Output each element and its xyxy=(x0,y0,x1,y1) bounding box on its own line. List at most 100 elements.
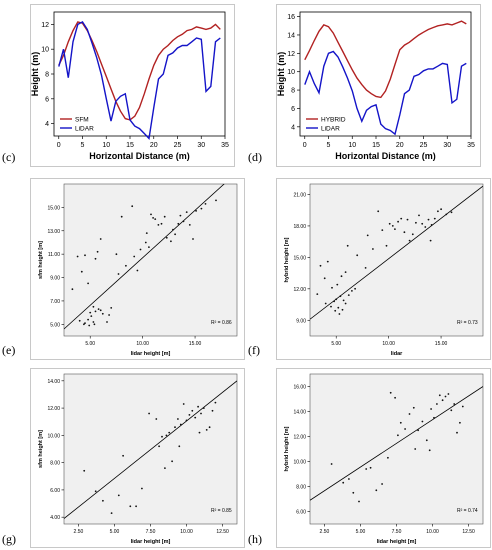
data-point xyxy=(93,323,96,326)
y-tick-label: 15.00 xyxy=(293,255,306,261)
x-tick-label: 12.50 xyxy=(462,529,475,535)
data-point xyxy=(191,409,194,412)
y-tick-label: 8 xyxy=(291,88,295,95)
data-point xyxy=(161,435,163,438)
data-point xyxy=(421,222,424,225)
data-point xyxy=(211,409,214,412)
y-tick-label: 13.00 xyxy=(47,229,60,235)
series-line-lidar xyxy=(58,20,221,141)
data-point xyxy=(397,220,399,223)
data-point xyxy=(340,275,343,278)
data-point xyxy=(421,420,424,423)
fit-line xyxy=(64,380,237,519)
data-point xyxy=(205,429,208,431)
data-point xyxy=(459,421,461,424)
data-point xyxy=(99,238,102,240)
data-point xyxy=(412,406,415,409)
data-point xyxy=(453,403,456,405)
data-point xyxy=(372,248,374,250)
data-point xyxy=(408,413,411,415)
y-axis-label: Height (m) xyxy=(30,52,40,97)
data-point xyxy=(438,394,441,397)
y-tick-label: 16 xyxy=(287,14,295,21)
data-point xyxy=(195,210,198,212)
data-point xyxy=(160,222,163,225)
data-point xyxy=(369,466,372,469)
data-point xyxy=(110,307,113,309)
data-point xyxy=(424,226,427,228)
data-point xyxy=(89,311,92,314)
data-point xyxy=(377,210,380,213)
data-point xyxy=(120,215,123,218)
data-point xyxy=(115,253,118,256)
data-point xyxy=(461,405,464,408)
data-point xyxy=(415,221,417,224)
data-point xyxy=(144,241,147,244)
data-point xyxy=(141,487,143,490)
y-tick-label: 10 xyxy=(41,47,49,54)
line-chart-d: 0 5 10 15 20 25 30 35 4 6 8 10 12 14 16 Horizontal Dist… xyxy=(276,4,481,167)
data-point xyxy=(316,293,319,295)
data-point xyxy=(339,295,342,298)
x-axis-label: lidar height [m] xyxy=(131,351,171,357)
data-point xyxy=(404,428,406,430)
scatter-chart-h: 2.50 5.00 7.50 10.00 12.50 6.00 8.00 10.00 12.00… xyxy=(276,368,491,548)
data-point xyxy=(202,407,205,409)
x-tick-label: 15 xyxy=(126,142,134,149)
data-point xyxy=(99,309,102,312)
y-tick-label: 7.00 xyxy=(50,299,60,305)
data-point xyxy=(198,431,201,434)
x-axis-label: lidar height [m] xyxy=(131,539,171,545)
data-point xyxy=(129,505,132,508)
x-tick-label: 2.50 xyxy=(74,529,84,535)
x-tick-label: 0 xyxy=(303,142,307,149)
data-point xyxy=(445,213,448,216)
data-point xyxy=(324,302,327,305)
r-squared-annotation: R² = 0.86 xyxy=(211,320,232,326)
data-point xyxy=(215,199,217,202)
data-point xyxy=(336,283,339,286)
data-point xyxy=(356,254,359,257)
data-point xyxy=(179,423,182,426)
data-point xyxy=(117,494,120,497)
data-point xyxy=(157,224,160,226)
x-tick-label: 12.50 xyxy=(216,529,229,535)
data-point xyxy=(106,321,108,323)
data-point xyxy=(418,214,420,217)
data-point xyxy=(444,395,447,398)
series-line-hybrid xyxy=(304,20,467,99)
data-point xyxy=(400,217,403,220)
data-point xyxy=(80,270,83,273)
data-point xyxy=(333,300,335,303)
data-point xyxy=(338,313,341,315)
data-point xyxy=(185,419,188,422)
data-point xyxy=(388,222,391,225)
y-tick-label: 21.00 xyxy=(293,192,306,198)
data-point xyxy=(337,306,340,309)
y-tick-label: 9.00 xyxy=(296,318,306,324)
fit-line xyxy=(310,185,483,320)
y-tick-label: 14.00 xyxy=(293,410,306,416)
data-point xyxy=(326,260,329,263)
y-tick-label: 12 xyxy=(287,51,295,58)
data-point xyxy=(150,213,152,216)
y-tick-label: 6.00 xyxy=(50,488,60,494)
panel-label-c: (c) xyxy=(2,150,16,164)
data-point xyxy=(342,299,345,302)
data-point xyxy=(397,434,399,437)
data-point xyxy=(71,288,74,291)
plot-area xyxy=(309,183,484,337)
data-point xyxy=(182,403,185,405)
data-point xyxy=(174,426,176,429)
data-point xyxy=(155,418,158,420)
data-point xyxy=(145,232,148,234)
data-point xyxy=(148,412,150,415)
data-point xyxy=(347,294,350,296)
data-point xyxy=(177,222,180,225)
y-tick-label: 9.00 xyxy=(50,276,60,282)
fit-line xyxy=(64,184,225,330)
data-point xyxy=(94,310,97,313)
data-point xyxy=(319,264,322,267)
data-point xyxy=(391,225,394,227)
x-tick-label: 15.00 xyxy=(435,341,448,347)
